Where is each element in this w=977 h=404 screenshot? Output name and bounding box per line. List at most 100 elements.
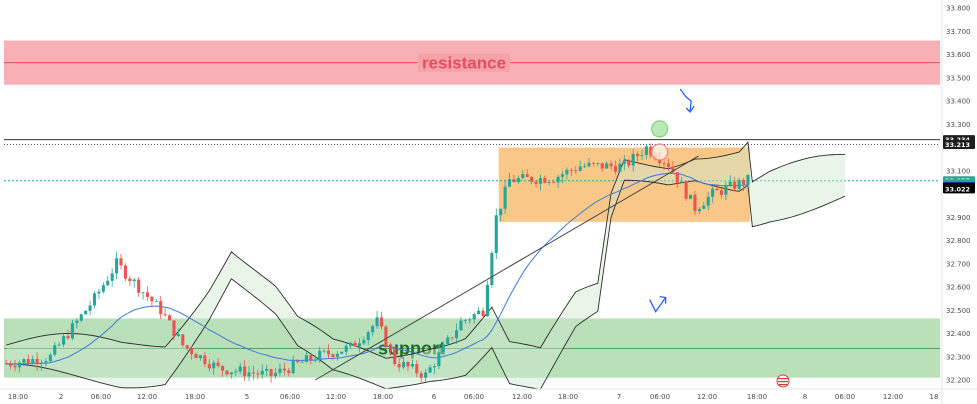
candle-body[interactable] (379, 317, 384, 327)
candle-body[interactable] (22, 359, 26, 363)
candle-body[interactable] (402, 362, 406, 368)
candle-body[interactable] (375, 317, 379, 327)
candle-body[interactable] (225, 370, 229, 375)
candle-body[interactable] (468, 319, 472, 321)
candle-body[interactable] (658, 158, 662, 164)
candle-body[interactable] (543, 178, 547, 183)
candle-body[interactable] (123, 265, 127, 279)
candle-body[interactable] (141, 292, 145, 294)
candle-body[interactable] (384, 326, 388, 347)
candle-body[interactable] (666, 163, 671, 167)
candle-body[interactable] (481, 310, 485, 317)
time-axis[interactable]: 18:00 2 06:00 12:00 18:00 5 06:00 12:00 18:00 6 06… (0, 388, 977, 401)
candle-body[interactable] (318, 350, 322, 360)
candle-body[interactable] (516, 178, 520, 183)
candle-body[interactable] (569, 169, 573, 171)
candle-body[interactable] (163, 314, 167, 316)
candle-body[interactable] (552, 182, 556, 183)
candle-body[interactable] (680, 181, 684, 183)
candle-body[interactable] (596, 163, 600, 164)
candle-body[interactable] (371, 326, 375, 333)
candle-body[interactable] (675, 172, 679, 183)
candle-body[interactable] (176, 334, 180, 337)
candle-body[interactable] (260, 370, 264, 375)
candle-body[interactable] (207, 364, 211, 369)
candle-body[interactable] (477, 310, 481, 315)
candle-body[interactable] (565, 169, 569, 175)
candle-body[interactable] (560, 174, 565, 177)
candle-body[interactable] (556, 176, 560, 183)
candle-body[interactable] (583, 166, 587, 167)
candle-body[interactable] (212, 362, 216, 369)
candle-body[interactable] (229, 372, 233, 375)
candle-body[interactable] (441, 344, 445, 353)
candle-body[interactable] (340, 351, 344, 354)
candle-body[interactable] (101, 285, 105, 292)
candle-body[interactable] (538, 178, 542, 184)
candle-body[interactable] (35, 358, 39, 365)
candle-body[interactable] (304, 355, 308, 363)
candle-body[interactable] (57, 344, 61, 346)
candle-body[interactable] (287, 370, 291, 374)
candle-body[interactable] (724, 185, 728, 195)
candle-body[interactable] (282, 368, 286, 371)
candle-body[interactable] (437, 352, 441, 367)
candle-body[interactable] (711, 188, 715, 197)
candle-body[interactable] (512, 179, 516, 183)
candle-body[interactable] (494, 215, 498, 254)
candle-body[interactable] (344, 345, 348, 352)
candle-body[interactable] (737, 180, 741, 190)
candle-body[interactable] (44, 361, 48, 363)
candle-body[interactable] (671, 166, 675, 173)
candle-body[interactable] (578, 166, 582, 171)
price-axis[interactable]: 33.800 33.700 33.600 33.500 33.400 33.300 33.1… (941, 0, 971, 404)
candle-body[interactable] (326, 350, 331, 355)
candle-body[interactable] (702, 205, 706, 209)
candle-body[interactable] (31, 358, 35, 364)
candle-body[interactable] (587, 162, 591, 167)
candle-body[interactable] (75, 320, 79, 324)
candle-body[interactable] (194, 354, 198, 359)
candle-body[interactable] (353, 342, 357, 347)
candle-body[interactable] (362, 340, 366, 344)
candle-body[interactable] (9, 363, 13, 367)
candle-body[interactable] (746, 174, 750, 185)
candle-body[interactable] (168, 315, 172, 321)
candle-body[interactable] (622, 160, 626, 164)
candle-body[interactable] (684, 181, 688, 199)
candle-body[interactable] (97, 291, 101, 294)
candle-body[interactable] (499, 208, 503, 216)
candle-body[interactable] (463, 319, 467, 321)
candle-body[interactable] (415, 364, 419, 374)
candle-body[interactable] (243, 366, 247, 377)
candle-body[interactable] (137, 279, 141, 293)
candle-body[interactable] (393, 348, 397, 365)
candle-body[interactable] (662, 163, 666, 164)
candle-body[interactable] (247, 372, 251, 377)
candle-body[interactable] (159, 300, 163, 315)
candle-body[interactable] (689, 194, 693, 199)
candle-body[interactable] (216, 362, 220, 366)
candle-body[interactable] (4, 363, 8, 365)
candle-body[interactable] (53, 345, 57, 355)
candle-body[interactable] (428, 367, 432, 373)
candle-body[interactable] (534, 181, 538, 184)
candle-body[interactable] (234, 371, 238, 373)
candle-body[interactable] (366, 332, 370, 341)
candle-body[interactable] (92, 293, 97, 306)
candle-body[interactable] (591, 162, 595, 164)
candle-body[interactable] (296, 360, 300, 363)
candle-body[interactable] (741, 180, 746, 185)
candle-body[interactable] (221, 365, 225, 371)
candle-body[interactable] (313, 359, 317, 361)
candle-body[interactable] (84, 310, 88, 315)
candle-body[interactable] (485, 285, 489, 317)
candle-body[interactable] (521, 174, 525, 179)
candle-body[interactable] (39, 362, 44, 365)
candle-body[interactable] (145, 292, 150, 297)
candle-body[interactable] (609, 163, 613, 167)
candle-body[interactable] (66, 336, 70, 339)
candle-body[interactable] (278, 368, 282, 373)
candle-body[interactable] (613, 166, 618, 172)
